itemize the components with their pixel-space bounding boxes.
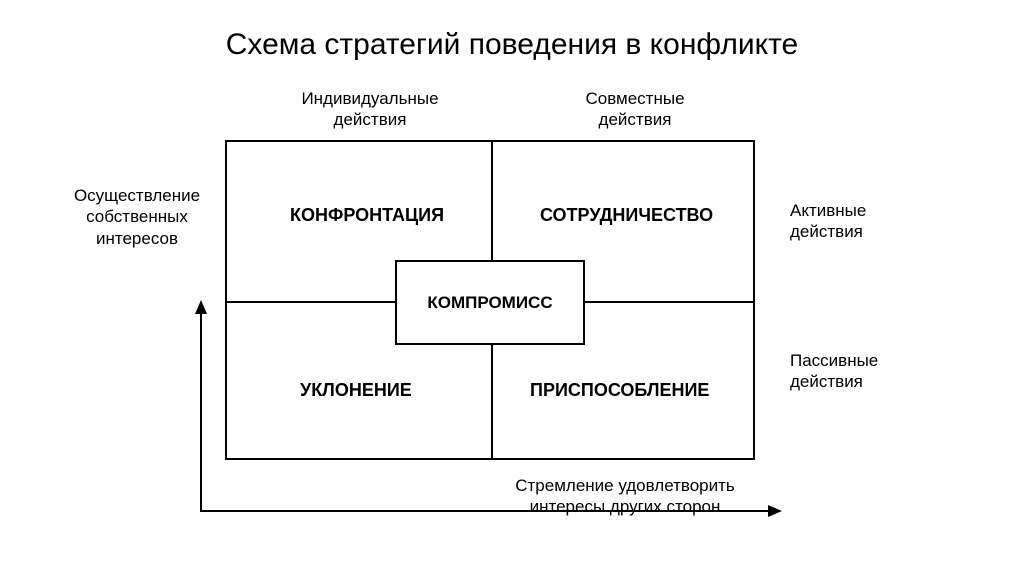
diagram-container: Индивидуальные действия Совместные дейст…: [0, 80, 1024, 574]
label-right-upper: Активные действия: [790, 200, 920, 243]
quadrant-confrontation: КОНФРОНТАЦИЯ: [290, 205, 444, 226]
quadrant-accommodation: ПРИСПОСОБЛЕНИЕ: [530, 380, 709, 401]
label-left: Осуществление собственных интересов: [62, 185, 212, 249]
quadrant-avoidance: УКЛОНЕНИЕ: [300, 380, 412, 401]
label-right-lower: Пассивные действия: [790, 350, 920, 393]
label-bottom-right: Стремление удовлетворить интересы других…: [480, 475, 770, 518]
y-axis-arrow-icon: [195, 300, 207, 314]
x-axis-arrow-icon: [768, 505, 782, 517]
label-top-right: Совместные действия: [545, 88, 725, 131]
center-box-label: КОМПРОМИСС: [427, 293, 552, 313]
center-box-compromise: КОМПРОМИСС: [395, 260, 585, 345]
page-title: Схема стратегий поведения в конфликте: [0, 28, 1024, 62]
label-top-left: Индивидуальные действия: [280, 88, 460, 131]
y-axis-line: [200, 312, 202, 510]
quadrant-cooperation: СОТРУДНИЧЕСТВО: [540, 205, 713, 226]
